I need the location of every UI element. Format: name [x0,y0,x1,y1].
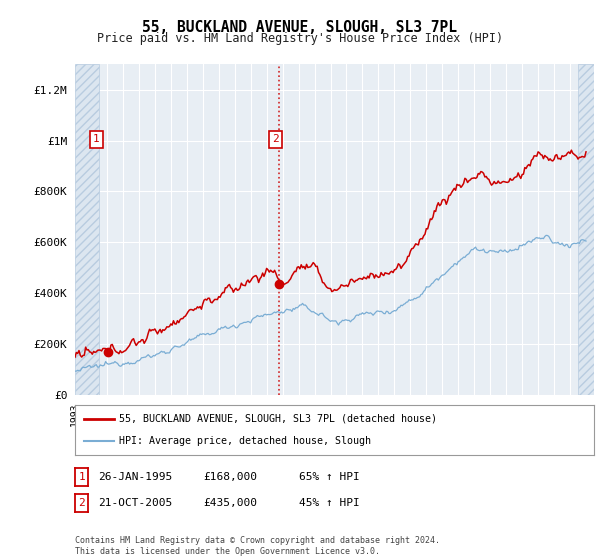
Text: Contains HM Land Registry data © Crown copyright and database right 2024.
This d: Contains HM Land Registry data © Crown c… [75,536,440,556]
Text: Price paid vs. HM Land Registry's House Price Index (HPI): Price paid vs. HM Land Registry's House … [97,32,503,45]
Text: 2: 2 [272,134,279,144]
Text: 65% ↑ HPI: 65% ↑ HPI [299,472,359,482]
Text: 45% ↑ HPI: 45% ↑ HPI [299,498,359,508]
Text: £168,000: £168,000 [203,472,257,482]
Text: HPI: Average price, detached house, Slough: HPI: Average price, detached house, Slou… [119,436,371,446]
Text: 2: 2 [78,498,85,508]
Bar [578,64,594,395]
Bar [75,64,99,395]
Text: 26-JAN-1995: 26-JAN-1995 [98,472,172,482]
Text: 55, BUCKLAND AVENUE, SLOUGH, SL3 7PL (detached house): 55, BUCKLAND AVENUE, SLOUGH, SL3 7PL (de… [119,414,437,424]
Text: 1: 1 [78,472,85,482]
Text: 55, BUCKLAND AVENUE, SLOUGH, SL3 7PL: 55, BUCKLAND AVENUE, SLOUGH, SL3 7PL [143,20,458,35]
Text: £435,000: £435,000 [203,498,257,508]
Text: 21-OCT-2005: 21-OCT-2005 [98,498,172,508]
Text: 1: 1 [93,134,100,144]
